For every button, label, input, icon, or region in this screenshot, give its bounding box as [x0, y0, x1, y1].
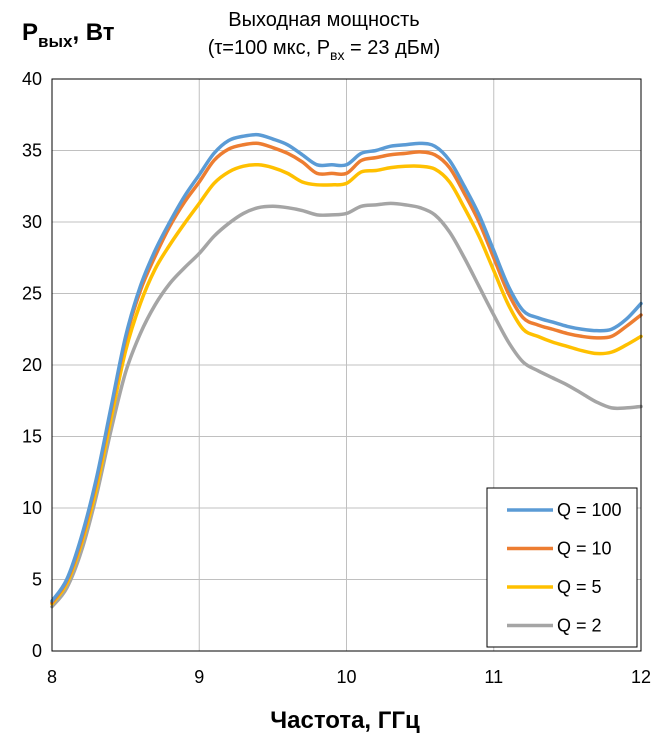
plot-frame — [51, 78, 642, 652]
x-tick-label: 12 — [631, 667, 651, 687]
y-tick-label: 25 — [22, 284, 42, 304]
tick-labels: 0 5 10 15 20 25 30 35 40 8 9 10 11 12 — [22, 69, 651, 687]
legend-entry: Q = 10 — [557, 539, 612, 559]
legend: Q = 100 Q = 10 Q = 5 Q = 2 — [486, 487, 638, 648]
chart-title-line2: (τ=100 мкс, Pвх = 23 дБм) — [208, 37, 441, 63]
x-tick-label: 11 — [484, 667, 503, 687]
legend-entry: Q = 100 — [557, 500, 622, 520]
series-line — [50, 162, 643, 606]
series-line — [50, 201, 643, 609]
y-tick-label: 30 — [22, 212, 42, 232]
series-lines — [50, 132, 643, 609]
y-tick-label: 40 — [22, 69, 42, 89]
series-line — [50, 132, 643, 603]
legend-entry: Q = 5 — [557, 577, 602, 597]
series-line — [50, 141, 643, 605]
y-tick-label: 10 — [22, 498, 42, 518]
y-tick-label: 15 — [22, 427, 42, 447]
chart-title-line1: Выходная мощность — [228, 9, 419, 31]
x-tick-label: 10 — [336, 667, 356, 687]
legend-entry: Q = 2 — [557, 616, 602, 636]
y-tick-label: 5 — [32, 570, 42, 590]
x-tick-label: 8 — [47, 667, 57, 687]
y-axis-label: Pвых, Вт — [22, 19, 115, 51]
y-tick-label: 0 — [32, 641, 42, 661]
legend-box — [486, 487, 638, 648]
y-tick-label: 20 — [22, 355, 42, 375]
x-tick-label: 9 — [194, 667, 204, 687]
y-tick-label: 35 — [22, 141, 42, 161]
x-axis-label: Частота, ГГц — [270, 707, 420, 734]
